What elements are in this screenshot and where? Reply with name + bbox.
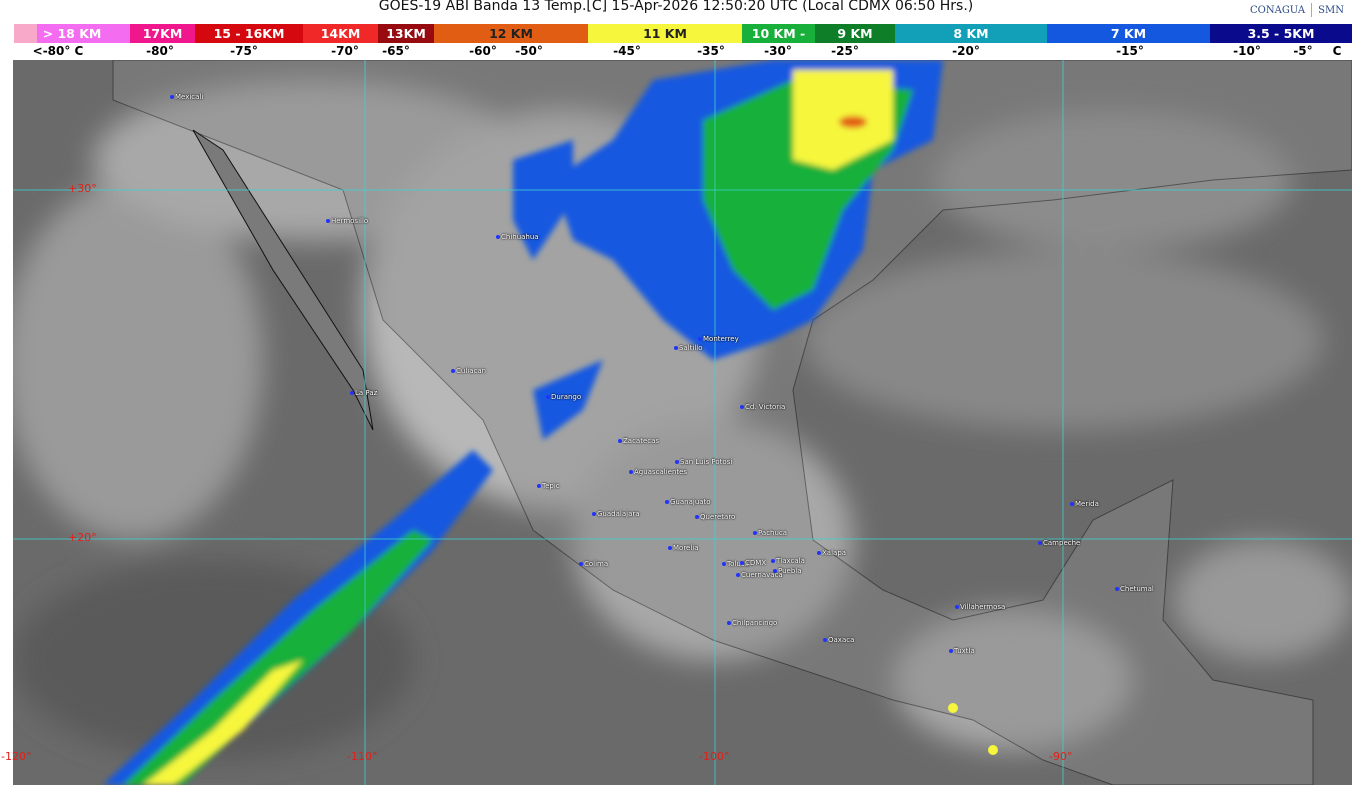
city-label: Tepic [537,482,560,490]
lat-label-30: +30° [68,182,97,195]
scale-segment: 15 - 16KM [195,24,303,43]
storm-cell [948,703,958,713]
temperature-label: -70° [331,44,359,58]
city-label: Pachuca [752,529,788,537]
temperature-label: -5° [1293,44,1313,58]
conagua-logo: CONAGUA [1250,4,1306,16]
color-scale: > 18 KM 17KM 15 - 16KM 14KM 13KM 12 KM 11 KM 10… [14,24,1352,43]
city-label: Hermosillo [325,217,369,225]
temperature-scale: <-80° C -80° -75° -70° -65° -60° -50° -45° -35° -… [0,44,1352,59]
temperature-label: -75° [230,44,258,58]
cloud-field [3,80,1352,760]
scale-segment: 3.5 - 5KM [1210,24,1352,43]
city-label: La Paz [349,389,378,397]
city-label: Morelia [668,544,699,552]
city-label: Aguascalientes [628,468,688,476]
temperature-label: -30° [764,44,792,58]
logos: CONAGUA SMN [1250,3,1344,17]
city-label: Campeche [1037,539,1081,547]
city-label: Durango [545,393,582,401]
lon-label-120: -120° [1,750,32,763]
city-label: Colima [578,560,609,568]
scale-segment: 10 KM - [742,24,815,43]
scale-segment: 8 KM [895,24,1047,43]
scale-segment: 13KM [378,24,434,43]
city-label: Saltillo [674,344,703,352]
city-label: San Luis Potosi [674,458,733,466]
scale-segment: 9 KM [815,24,895,43]
city-label: Xalapa [816,549,847,557]
scale-segment: > 18 KM [14,24,130,43]
city-label: Monterrey [698,335,739,343]
city-label: Chilpancingo [726,619,778,627]
city-label: Oaxaca [822,636,855,644]
scale-segment: 12 KM [434,24,588,43]
scale-segment: 11 KM [588,24,742,43]
satellite-image [3,59,1352,786]
temperature-label: -65° [382,44,410,58]
scale-segment: 7 KM [1047,24,1210,43]
storm-cell [988,745,998,755]
baja-california [192,129,374,431]
city-label: Zacatecas [617,437,660,445]
city-label: Toluca [722,560,749,568]
city-label: Tuxtla [949,647,975,655]
city-label: Guadalajara [592,510,640,518]
scale-segment: 17KM [130,24,195,43]
temperature-label: -20° [952,44,980,58]
storm-pacific-band [103,450,493,785]
city-label: CDMX [739,559,767,567]
temperature-label: <-80° C [32,44,84,58]
lon-label-100: -100° [699,750,730,763]
graticule [13,60,1352,785]
city-label: Tlaxcala [771,557,805,565]
city-label: Mexicali [169,93,204,101]
city-label: Merida [1070,500,1099,508]
satellite-map: Mexicali Hermosillo Chihuahua La Paz Culiaca… [1,59,1352,786]
temperature-label: -45° [613,44,641,58]
city-label: Cd. Victoria [739,403,786,411]
lat-label-20: +20° [68,531,97,544]
temperature-label: -80° [146,44,174,58]
lon-label-110: -110° [347,750,378,763]
scale-segment: 14KM [303,24,378,43]
image-title: GOES-19 ABI Banda 13 Temp.[C] 15-Apr-202… [378,0,974,14]
lon-label-90: -90° [1049,750,1073,763]
temperature-label: -25° [831,44,859,58]
city-label: Culiacan [450,367,487,375]
city-label: Chihuahua [496,233,539,241]
storm-north [513,60,943,440]
temperature-label: C [1332,44,1342,58]
city-label: Guanajuato [665,498,711,506]
temperature-label: -35° [697,44,725,58]
temperature-label: -15° [1116,44,1144,58]
smn-logo: SMN [1318,4,1344,16]
temperature-label: -10° [1233,44,1261,58]
temperature-label: -60° [469,44,497,58]
land-outline [112,59,1352,786]
logo-divider [1311,3,1313,17]
city-label: Cuernavaca [736,571,783,579]
temperature-label: -50° [515,44,543,58]
city-label: Queretaro [694,513,736,521]
city-label: Villahermosa [954,603,1006,611]
city-label: Puebla [773,567,802,575]
city-label: Chetumal [1115,585,1154,593]
